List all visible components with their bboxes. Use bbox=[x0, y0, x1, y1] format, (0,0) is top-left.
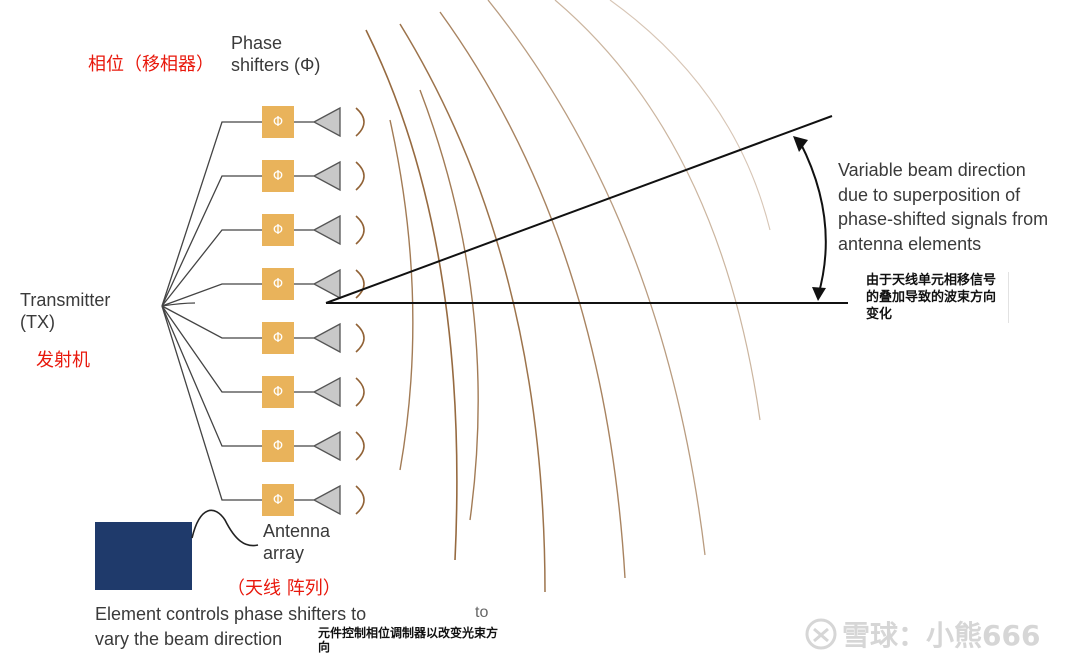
antenna-element bbox=[312, 160, 341, 192]
wavefront-arc bbox=[419, 89, 479, 521]
feed-line bbox=[161, 283, 262, 307]
transmitter-label: Transmitter (TX) bbox=[20, 290, 111, 332]
watermark: 雪球：小熊666 bbox=[804, 614, 1040, 654]
wavefront-arc bbox=[355, 485, 365, 515]
phase-shifter-box: Φ bbox=[262, 322, 294, 354]
phase-shifters-cn-label: 相位（移相器） bbox=[88, 54, 214, 75]
stray-to-text: to bbox=[475, 604, 489, 621]
arrow-head-top bbox=[793, 136, 808, 152]
antenna-element bbox=[312, 322, 341, 354]
antenna-array-cn-label: （天线 阵列） bbox=[227, 578, 341, 599]
phase-shifter-box: Φ bbox=[262, 268, 294, 300]
wavefront-arc bbox=[355, 161, 365, 191]
element-controls-cn-label: 元件控制相位调制器以改变光束方 向 bbox=[318, 626, 499, 654]
arrow-head-bottom bbox=[812, 287, 826, 301]
wavefront-arc bbox=[487, 0, 706, 556]
wavefront-arc bbox=[355, 377, 365, 407]
wavefronts bbox=[355, 0, 771, 593]
wavefront-arc bbox=[355, 269, 365, 299]
beam-line-steered bbox=[325, 115, 833, 304]
feed-line bbox=[161, 305, 262, 501]
phase-shifter-box: Φ bbox=[262, 106, 294, 138]
feed-line bbox=[161, 305, 262, 393]
transmitter-lead bbox=[161, 302, 196, 307]
control-element-box bbox=[95, 522, 192, 590]
antenna-element bbox=[312, 376, 341, 408]
phase-shifter-box: Φ bbox=[262, 430, 294, 462]
antenna-element bbox=[312, 430, 341, 462]
phase-shifter-box: Φ bbox=[262, 484, 294, 516]
antenna-array bbox=[312, 106, 341, 516]
phase-shifters-label: Phase shifters (Φ) bbox=[231, 33, 321, 75]
wavefront-arc bbox=[439, 11, 626, 579]
wavefront-arc bbox=[609, 0, 771, 231]
feed-line bbox=[161, 305, 262, 339]
feed-line bbox=[161, 175, 262, 307]
wavefront-arc bbox=[355, 431, 365, 461]
feed-line bbox=[161, 229, 262, 307]
antenna-array-label: Antenna array bbox=[263, 521, 331, 563]
antenna-element bbox=[312, 268, 341, 300]
wavefront-arc bbox=[355, 107, 365, 137]
antenna-element bbox=[312, 106, 341, 138]
transmitter-cn-label: 发射机 bbox=[36, 350, 90, 371]
wavefront-arc bbox=[355, 215, 365, 245]
beam-direction-cn-label: 由于天线单元相移信号 的叠加导致的波束方向 变化 bbox=[866, 272, 1010, 323]
snowball-logo-icon bbox=[805, 618, 837, 650]
wavefront-arc bbox=[399, 23, 546, 593]
wavefront-arc bbox=[554, 0, 761, 421]
beam-direction-label: Variable beam direction due to superposi… bbox=[838, 160, 1049, 254]
phase-shifter-box: Φ bbox=[262, 160, 294, 192]
element-controls-label: Element controls phase shifters to vary … bbox=[95, 604, 367, 649]
control-cable bbox=[191, 509, 259, 547]
antenna-element bbox=[312, 484, 341, 516]
phase-shifter-box: Φ bbox=[262, 214, 294, 246]
feed-line bbox=[161, 305, 262, 447]
wavefront-arc bbox=[355, 323, 365, 353]
phase-shifter-box: Φ bbox=[262, 376, 294, 408]
antenna-element bbox=[312, 214, 341, 246]
feed-lines bbox=[161, 121, 314, 501]
wavefront-arc bbox=[365, 29, 458, 561]
feed-line bbox=[161, 121, 262, 307]
wavefront-arc bbox=[389, 119, 414, 471]
beam-angle-arrow bbox=[799, 141, 827, 297]
